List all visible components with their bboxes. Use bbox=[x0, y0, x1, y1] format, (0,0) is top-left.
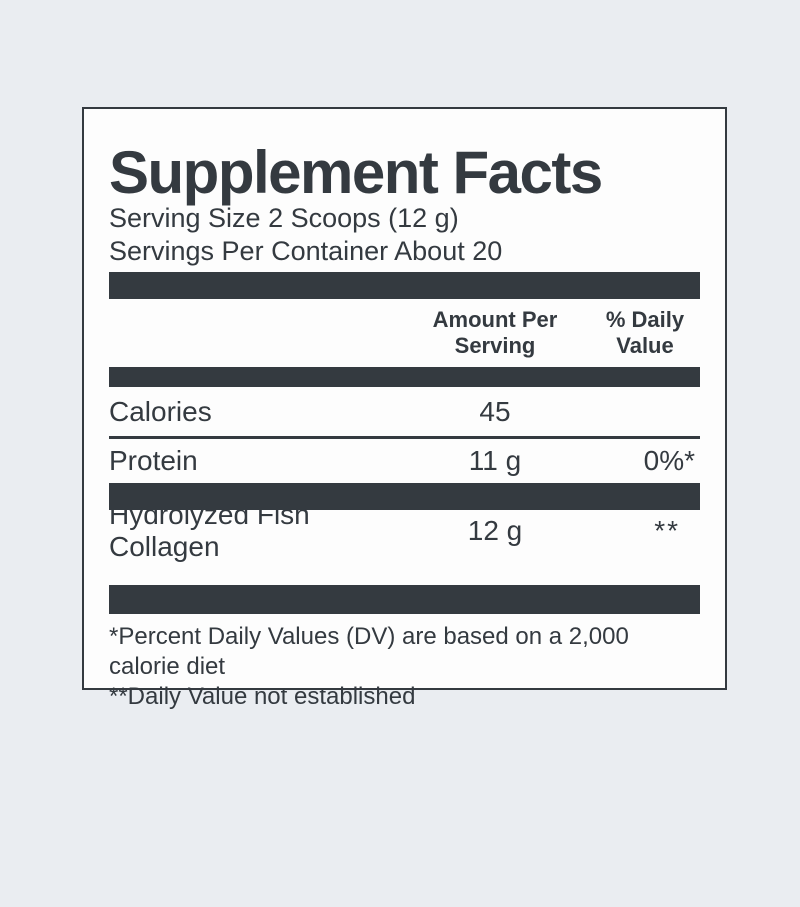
ingredient-daily-value: ** bbox=[654, 515, 680, 546]
panel-title: Supplement Facts bbox=[109, 139, 603, 206]
page-background: { "colors": { "ink": "#343a40", "card_ba… bbox=[0, 107, 800, 907]
nutrient-amount: 11 g bbox=[468, 445, 522, 476]
thick-separator-bar bbox=[109, 272, 700, 299]
nutrient-name: Protein bbox=[109, 445, 198, 476]
nutrient-name: Calories bbox=[109, 395, 212, 427]
footnote-not-established: **Daily Value not established bbox=[109, 683, 416, 710]
column-header-amount-line2: Serving bbox=[454, 333, 536, 358]
ingredient-name: Hydrolyzed Fish Collagen bbox=[109, 499, 310, 562]
thick-separator-bar bbox=[109, 483, 700, 510]
thick-separator-bar bbox=[109, 585, 700, 614]
nutrient-amount: 45 bbox=[479, 395, 511, 427]
thick-separator-bar bbox=[109, 367, 700, 387]
supplement-facts-panel: Supplement Facts Serving Size 2 Scoops (… bbox=[82, 107, 727, 710]
column-header-dv-line2: Value bbox=[616, 333, 674, 358]
ingredient-row-collagen: Hydrolyzed Fish Collagen 12 g ** bbox=[109, 499, 700, 562]
column-header-row: Amount Per Serving % Daily Value bbox=[109, 299, 700, 367]
column-header-amount: Amount Per Serving bbox=[400, 307, 590, 359]
servings-per-container-line: Servings Per Container About 20 bbox=[109, 236, 503, 266]
nutrient-row-protein: Protein 11 g 0%* bbox=[109, 439, 700, 483]
nutrient-daily-value: 0%* bbox=[643, 445, 695, 476]
column-header-spacer bbox=[109, 307, 400, 359]
footnotes-block: *Percent Daily Values (DV) are based on … bbox=[109, 614, 700, 712]
column-header-amount-line1: Amount Per bbox=[432, 307, 558, 332]
column-header-daily-value: % Daily Value bbox=[590, 307, 700, 359]
footnote-dv-basis: *Percent Daily Values (DV) are based on … bbox=[109, 623, 629, 680]
serving-size-line: Serving Size 2 Scoops (12 g) bbox=[109, 203, 459, 233]
ingredient-amount: 12 g bbox=[467, 515, 523, 546]
column-header-dv-line1: % Daily bbox=[605, 307, 685, 332]
nutrient-row-calories: Calories 45 bbox=[109, 387, 700, 439]
